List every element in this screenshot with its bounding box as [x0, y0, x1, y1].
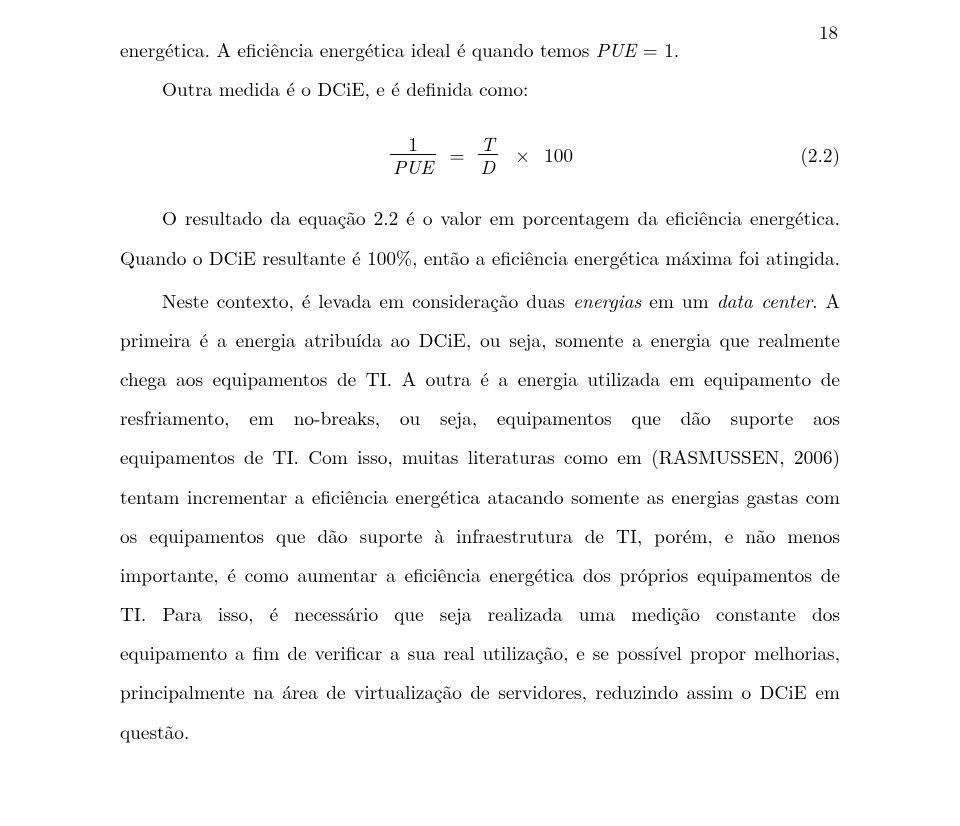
frac-1-over-pue: 1 PUE	[390, 133, 436, 177]
text: em um	[641, 286, 716, 314]
italic-data-center: data center	[717, 286, 812, 314]
paragraph-2: Outra medida é o DCiE, e é definida como…	[120, 69, 840, 108]
text: energética. A eficiência energética idea…	[120, 35, 596, 63]
var-pue: PUE	[596, 35, 636, 63]
page-number: 18	[819, 18, 838, 45]
equation-number: (2.2)	[800, 140, 840, 168]
numerator: T	[478, 133, 498, 154]
constant-100: 100	[544, 140, 573, 168]
text: Neste contexto, é levada em consideração…	[162, 286, 573, 314]
equation-2-2: 1 PUE = T D × 100 (2.2)	[120, 130, 840, 178]
paragraph-4: Neste contexto, é levada em consideração…	[120, 281, 840, 751]
paragraph-3: O resultado da equação 2.2 é o valor em …	[120, 198, 840, 276]
text: = 1.	[636, 35, 679, 63]
equation-content: 1 PUE = T D × 100	[387, 133, 573, 177]
page: 18 energética. A eficiência energética i…	[0, 0, 960, 826]
frac-t-over-d: T D	[478, 133, 499, 177]
times-sign: ×	[511, 140, 534, 168]
paragraph-1: energética. A eficiência energética idea…	[120, 30, 840, 69]
denominator: D	[478, 154, 499, 176]
equals-sign: =	[449, 140, 464, 168]
numerator: 1	[405, 133, 421, 154]
text: . A primeira é a energia atribuída ao DC…	[120, 286, 840, 745]
italic-energias: energias	[573, 286, 641, 314]
denominator: PUE	[390, 154, 436, 176]
